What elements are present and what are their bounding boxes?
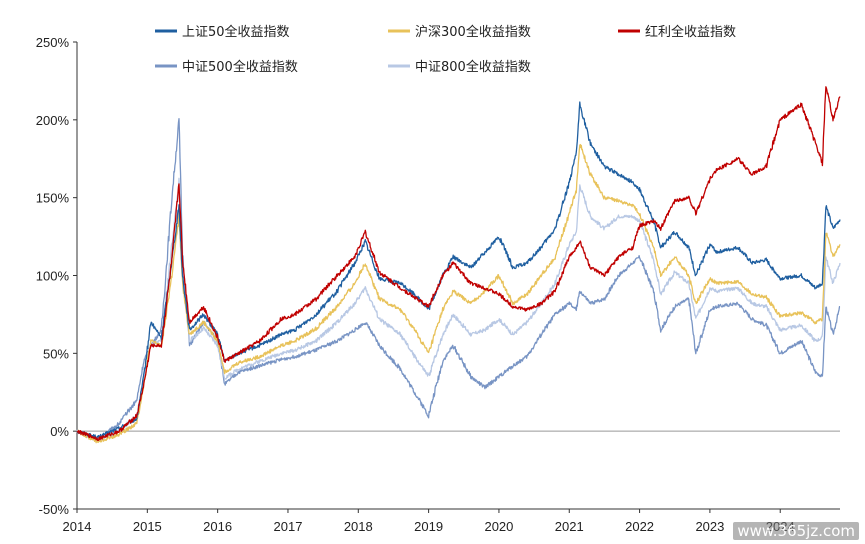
y-tick-label: 200% [36, 113, 70, 128]
watermark: www.365jz.com [733, 522, 859, 540]
y-tick-label: -50% [39, 502, 70, 517]
legend-label-4: 中证800全收益指数 [415, 59, 531, 75]
x-tick-label: 2015 [133, 519, 162, 534]
x-tick-label: 2018 [344, 519, 373, 534]
legend-label-0: 上证50全收益指数 [182, 24, 290, 40]
y-tick-label: 250% [36, 35, 70, 50]
y-tick-label: 150% [36, 191, 70, 206]
series-line-1 [76, 143, 841, 444]
y-tick-label: 0% [50, 424, 69, 439]
series-line-2 [76, 86, 841, 442]
series-line-0 [76, 101, 841, 440]
x-tick-label: 2017 [274, 519, 303, 534]
x-axis-ticks: 2014 2015 2016 2017 2018 2019 2020 2021 2022 2023… [63, 509, 795, 534]
axes [76, 42, 840, 510]
x-tick-label: 2016 [203, 519, 232, 534]
x-tick-label: 2021 [555, 519, 584, 534]
x-tick-label: 2014 [63, 519, 92, 534]
y-axis-ticks: -50% 0% 50% 100% 150% 200% 250% [36, 35, 77, 517]
x-tick-label: 2022 [625, 519, 654, 534]
legend-label-1: 沪深300全收益指数 [415, 24, 531, 40]
legend-label-3: 中证500全收益指数 [182, 59, 298, 75]
plot-area [76, 86, 841, 444]
y-tick-label: 50% [43, 346, 69, 361]
x-tick-label: 2020 [484, 519, 513, 534]
legend-label-2: 红利全收益指数 [645, 24, 736, 40]
x-tick-label: 2019 [414, 519, 443, 534]
series-line-4 [76, 177, 841, 443]
y-tick-label: 100% [36, 269, 70, 284]
x-tick-label: 2023 [695, 519, 724, 534]
